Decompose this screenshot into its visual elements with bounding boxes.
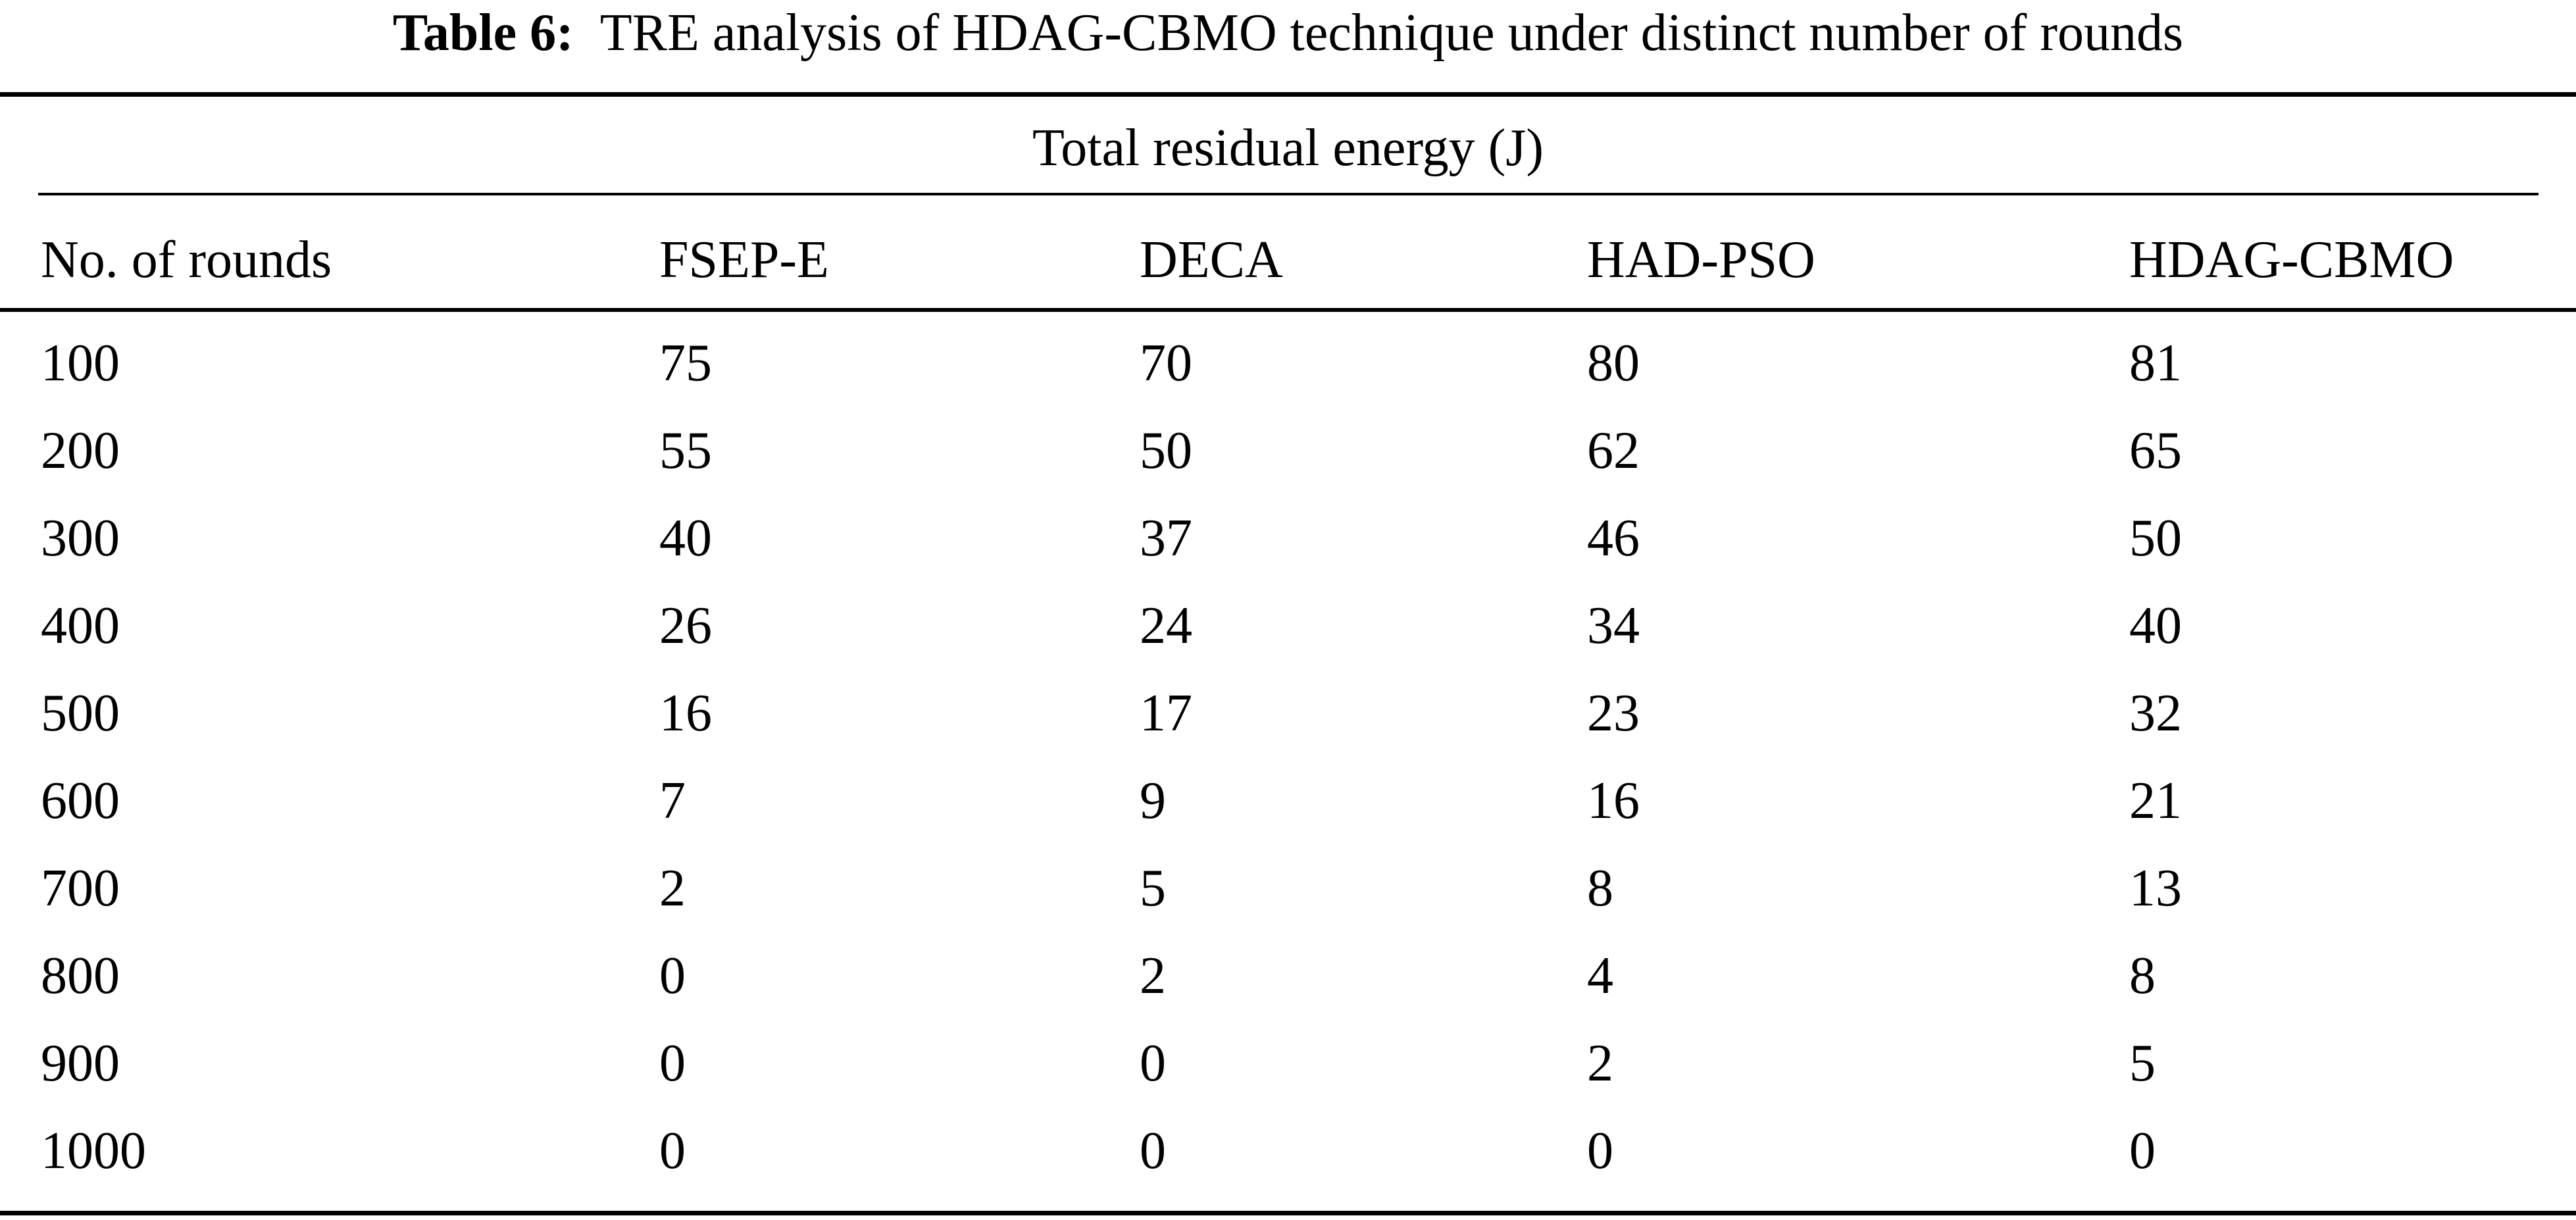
cell-had-pso: 34 [1587,597,1640,655]
cell-hdag-cbmo: 5 [2129,1034,2156,1092]
cell-had-pso: 16 [1587,772,1640,830]
cell-rounds: 200 [41,422,120,480]
cell-rounds: 300 [41,509,120,567]
cell-fsep-e: 7 [659,772,686,830]
cell-had-pso: 23 [1587,684,1640,742]
table-row: 200 55 50 62 65 [0,415,2576,487]
cell-fsep-e: 16 [659,684,712,742]
table-row: 600 7 9 16 21 [0,765,2576,837]
cell-fsep-e: 0 [659,1034,686,1092]
cell-deca: 24 [1140,597,1192,655]
cell-deca: 9 [1140,772,1166,830]
table-group-rule [38,193,2538,195]
table-header-row: No. of rounds FSEP-E DECA HAD-PSO HDAG-C… [0,224,2576,296]
table-row: 900 0 0 2 5 [0,1027,2576,1100]
table-row: 800 0 2 4 8 [0,940,2576,1012]
cell-rounds: 700 [41,859,120,917]
cell-fsep-e: 75 [659,334,712,392]
column-header-fsep-e: FSEP-E [659,231,829,289]
cell-hdag-cbmo: 50 [2129,509,2182,567]
cell-fsep-e: 26 [659,597,712,655]
cell-hdag-cbmo: 65 [2129,422,2182,480]
cell-hdag-cbmo: 0 [2129,1122,2156,1180]
cell-fsep-e: 2 [659,859,686,917]
cell-deca: 50 [1140,422,1192,480]
table-bottom-rule [0,1211,2576,1215]
cell-had-pso: 62 [1587,422,1640,480]
cell-hdag-cbmo: 40 [2129,597,2182,655]
cell-had-pso: 46 [1587,509,1640,567]
cell-deca: 37 [1140,509,1192,567]
cell-fsep-e: 0 [659,1122,686,1180]
cell-fsep-e: 55 [659,422,712,480]
cell-deca: 0 [1140,1034,1166,1092]
table-body: 100 75 70 80 81 200 55 50 62 65 300 40 3… [0,327,2576,1209]
cell-had-pso: 0 [1587,1122,1613,1180]
cell-had-pso: 80 [1587,334,1640,392]
cell-hdag-cbmo: 8 [2129,947,2156,1005]
cell-deca: 17 [1140,684,1192,742]
cell-had-pso: 2 [1587,1034,1613,1092]
column-header-deca: DECA [1140,231,1283,289]
cell-fsep-e: 0 [659,947,686,1005]
cell-rounds: 100 [41,334,120,392]
cell-had-pso: 8 [1587,859,1613,917]
cell-rounds: 1000 [41,1122,146,1180]
table-header-rule [0,308,2576,312]
cell-hdag-cbmo: 32 [2129,684,2182,742]
cell-rounds: 900 [41,1034,120,1092]
table-caption-label: Table 6: [392,4,574,62]
table-row: 500 16 17 23 32 [0,677,2576,750]
table-group-header: Total residual energy (J) [1032,119,1544,177]
table-row: 400 26 24 34 40 [0,590,2576,662]
table-caption: Table 6: TRE analysis of HDAG-CBMO techn… [0,0,2576,66]
cell-deca: 5 [1140,859,1166,917]
table-caption-text: TRE analysis of HDAG-CBMO technique unde… [599,4,2184,62]
table-row: 100 75 70 80 81 [0,327,2576,399]
column-header-had-pso: HAD-PSO [1587,231,1815,289]
cell-fsep-e: 40 [659,509,712,567]
cell-deca: 70 [1140,334,1192,392]
cell-hdag-cbmo: 13 [2129,859,2182,917]
table-row: 700 2 5 8 13 [0,852,2576,925]
table-row: 1000 0 0 0 0 [0,1115,2576,1187]
cell-hdag-cbmo: 81 [2129,334,2182,392]
cell-rounds: 400 [41,597,120,655]
column-header-hdag-cbmo: HDAG-CBMO [2129,231,2454,289]
cell-deca: 2 [1140,947,1166,1005]
column-header-rounds: No. of rounds [41,231,332,289]
cell-rounds: 500 [41,684,120,742]
cell-rounds: 800 [41,947,120,1005]
cell-had-pso: 4 [1587,947,1613,1005]
cell-rounds: 600 [41,772,120,830]
table-row: 300 40 37 46 50 [0,502,2576,574]
cell-hdag-cbmo: 21 [2129,772,2182,830]
cell-deca: 0 [1140,1122,1166,1180]
table-top-rule [0,92,2576,97]
